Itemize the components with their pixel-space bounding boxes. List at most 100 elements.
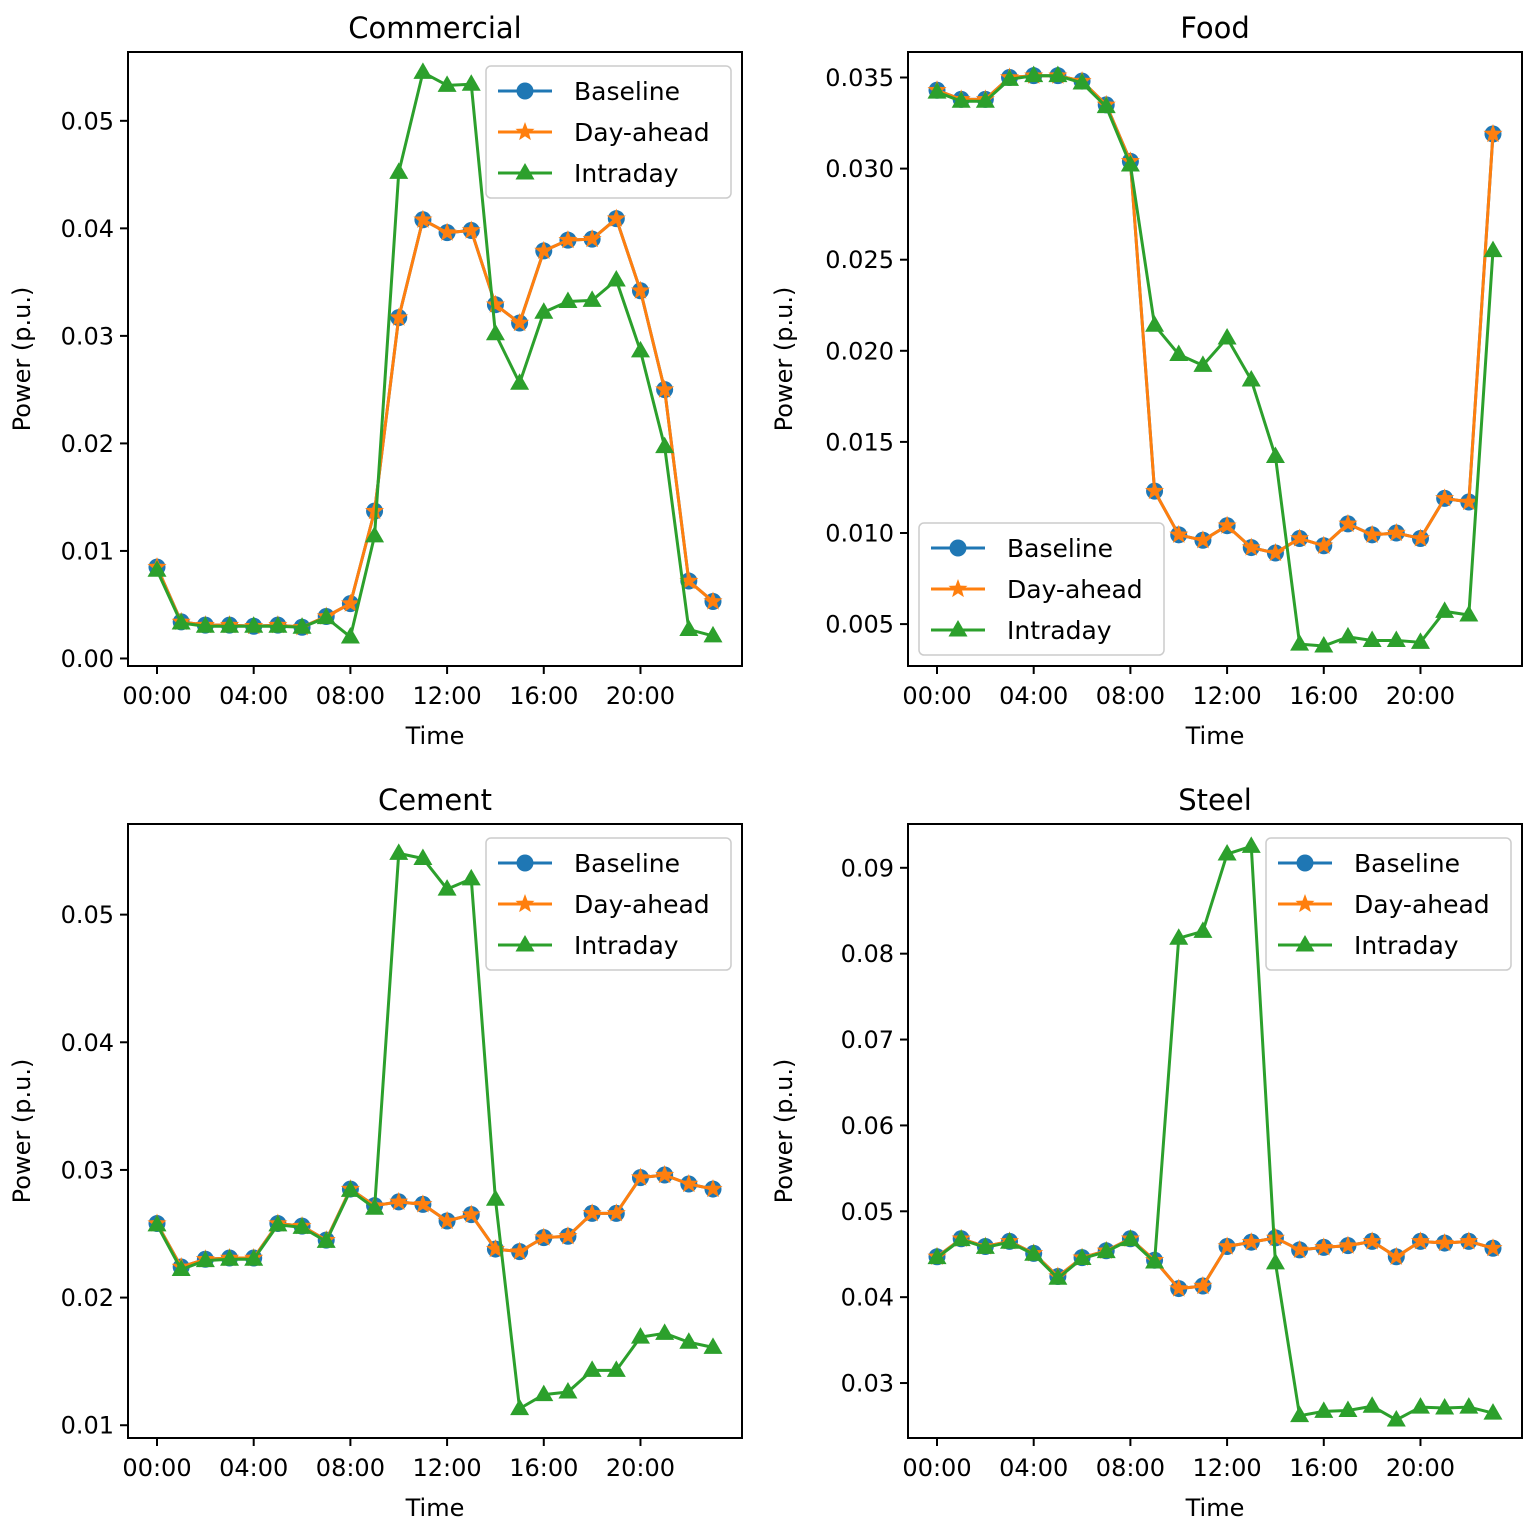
x-tick-label: 12:00 xyxy=(1193,1454,1262,1482)
x-tick-label: 16:00 xyxy=(1289,1454,1358,1482)
food-chart-title: Food xyxy=(1180,11,1250,45)
day-ahead-point xyxy=(389,1191,409,1210)
x-tick-label: 04:00 xyxy=(999,1454,1068,1482)
day-ahead-line xyxy=(155,1173,714,1269)
legend-day-ahead-label: Day-ahead xyxy=(1007,575,1143,604)
intraday-point xyxy=(582,1360,602,1377)
intraday-point xyxy=(1024,1244,1044,1261)
intraday-point xyxy=(606,1360,626,1377)
legend-baseline-label: Baseline xyxy=(1007,534,1113,563)
legend: Baseline Day-ahead Intraday xyxy=(1265,837,1512,971)
legend-baseline-marker xyxy=(516,82,534,100)
day-ahead-point xyxy=(655,1165,675,1184)
intraday-point xyxy=(195,616,215,633)
y-tick-label: 0.05 xyxy=(841,1198,894,1226)
day-ahead-point xyxy=(1459,1231,1479,1250)
intraday-point xyxy=(340,1180,360,1197)
y-tick-label: 0.02 xyxy=(61,430,114,458)
x-tick-label: 08:00 xyxy=(1096,682,1165,710)
y-tick-label: 0.030 xyxy=(825,155,894,183)
intraday-point xyxy=(1386,630,1406,647)
intraday-point xyxy=(1241,369,1261,387)
intraday-point xyxy=(1217,328,1237,345)
legend: Baseline Day-ahead Intraday xyxy=(485,65,732,199)
legend-intraday-label: Intraday xyxy=(574,931,679,960)
intraday-point xyxy=(1169,344,1189,361)
x-tick-label: 00:00 xyxy=(122,682,191,710)
series-intraday xyxy=(147,62,723,644)
day-ahead-point xyxy=(655,379,675,398)
intraday-point xyxy=(292,617,312,634)
day-ahead-point xyxy=(558,1226,578,1245)
day-ahead-point xyxy=(1435,488,1455,507)
intraday-point xyxy=(927,1247,947,1265)
legend-day-ahead-marker xyxy=(515,122,535,141)
intraday-point xyxy=(1338,1400,1358,1418)
day-ahead-point xyxy=(461,1204,481,1223)
y-tick-label: 0.035 xyxy=(825,64,894,92)
intraday-point xyxy=(534,302,554,319)
x-tick-label: 12:00 xyxy=(1193,682,1262,710)
legend-baseline-label: Baseline xyxy=(1354,849,1460,878)
day-ahead-point xyxy=(1483,1238,1503,1257)
day-ahead-point xyxy=(1241,1232,1261,1251)
intraday-point xyxy=(365,525,385,543)
day-ahead-point xyxy=(558,230,578,249)
intraday-point xyxy=(630,1327,650,1344)
intraday-point xyxy=(1120,154,1140,172)
intraday-point xyxy=(1048,1268,1068,1285)
x-tick-label: 20:00 xyxy=(606,682,675,710)
legend-day-ahead-label: Day-ahead xyxy=(574,118,710,147)
legend-baseline-label: Baseline xyxy=(574,77,680,106)
day-ahead-point xyxy=(1217,1236,1237,1255)
intraday-point xyxy=(655,1323,675,1340)
series-day-ahead xyxy=(927,1227,1503,1297)
day-ahead-point xyxy=(510,1241,530,1260)
day-ahead-point xyxy=(1169,1278,1189,1297)
intraday-point xyxy=(1265,1252,1285,1270)
day-ahead-point xyxy=(606,1203,626,1222)
intraday-point xyxy=(655,436,675,454)
legend-box xyxy=(485,65,732,199)
intraday-point xyxy=(1096,1241,1116,1259)
series-day-ahead xyxy=(147,208,723,636)
day-ahead-point xyxy=(1410,1231,1430,1250)
panel-cement: Cement 00:00 04:00 08:00 12:00 16:00 20:00 0.01… xyxy=(8,783,743,1522)
day-ahead-point xyxy=(1290,1239,1310,1259)
intraday-point xyxy=(268,1214,288,1232)
series-intraday xyxy=(927,836,1503,1427)
legend-intraday-label: Intraday xyxy=(1354,931,1459,960)
y-tick-label: 0.04 xyxy=(61,215,114,243)
intraday-point xyxy=(220,616,240,633)
legend-baseline-label: Baseline xyxy=(574,849,680,878)
day-ahead-point xyxy=(1459,492,1479,511)
x-tick-label: 04:00 xyxy=(219,1454,288,1482)
intraday-point xyxy=(389,843,409,860)
x-tick-label: 00:00 xyxy=(902,682,971,710)
legend-day-ahead-marker xyxy=(515,894,535,913)
day-ahead-point xyxy=(461,220,481,239)
intraday-point xyxy=(244,1249,264,1266)
y-tick-label: 0.005 xyxy=(825,611,894,639)
day-ahead-line xyxy=(936,74,1495,555)
intraday-point xyxy=(413,62,433,79)
commercial-chart-title: Commercial xyxy=(348,11,521,45)
x-tick-label: 20:00 xyxy=(606,1454,675,1482)
y-axis-label: Power (p.u.) xyxy=(8,287,36,432)
intraday-point xyxy=(703,1337,723,1354)
legend: Baseline Day-ahead Intraday xyxy=(918,522,1165,656)
intraday-point xyxy=(1362,630,1382,647)
x-tick-label: 00:00 xyxy=(122,1454,191,1482)
cement-chart-title: Cement xyxy=(378,783,492,817)
intraday-point xyxy=(316,1231,336,1248)
day-ahead-point xyxy=(1386,523,1406,542)
intraday-point xyxy=(1048,65,1068,83)
y-tick-label: 0.03 xyxy=(841,1370,894,1398)
x-tick-label: 08:00 xyxy=(1096,1454,1165,1482)
day-ahead-point xyxy=(413,209,433,228)
intraday-point xyxy=(1000,69,1020,86)
x-tick-label: 08:00 xyxy=(316,1454,385,1482)
day-ahead-point xyxy=(1362,1231,1382,1250)
intraday-point xyxy=(1241,836,1261,853)
